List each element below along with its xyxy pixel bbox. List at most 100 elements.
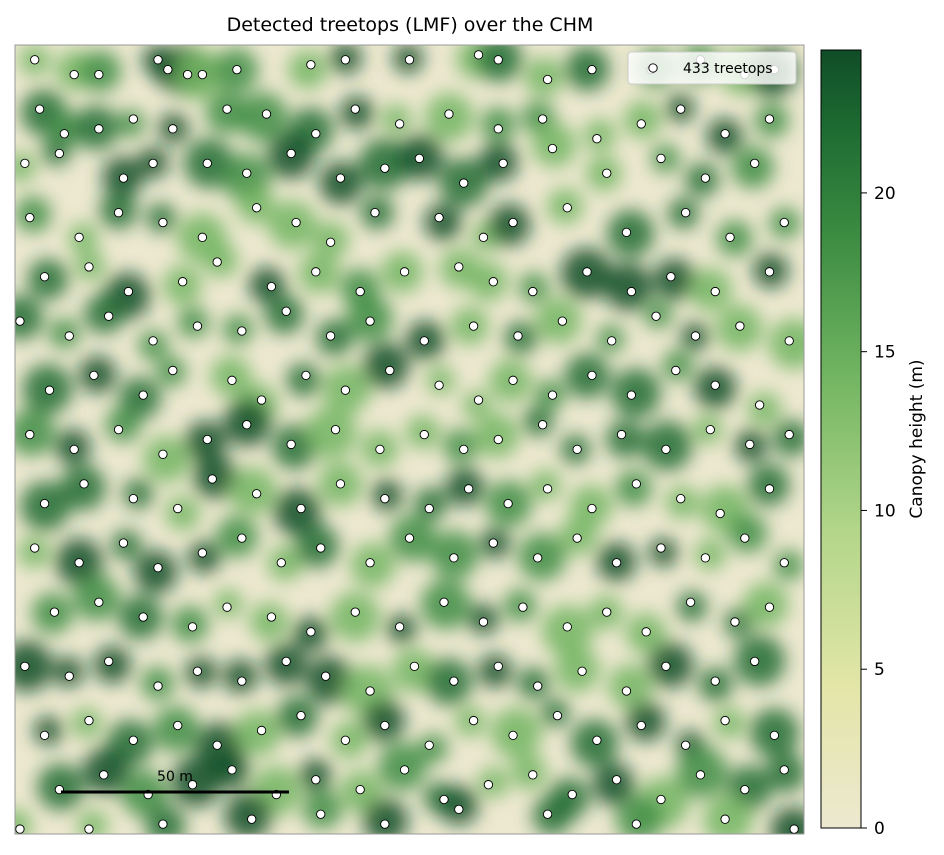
treetop-point [316,809,326,819]
canopy-crown [145,805,186,834]
treetop-point [503,498,513,509]
legend-marker-icon [648,63,658,73]
canopy-crown [479,142,519,182]
canopy-crown [15,408,56,457]
treetop-point [631,479,641,489]
treetop-point [587,503,597,514]
treetop-point [587,370,597,381]
canopy-crown [105,406,141,443]
canopy-crown [418,733,449,764]
treetop-point [764,114,775,124]
canopy-crown [299,758,332,791]
treetop-point [690,331,701,341]
treetop-point [478,232,489,242]
treetop-point [478,617,489,627]
colorbar-ticks: 0 5 10 15 20 [861,184,896,839]
treetop-point [626,390,637,400]
treetop-point [84,824,94,834]
canopy-crown [237,92,288,142]
treetop-point [547,390,558,400]
canopy-crown [606,420,644,458]
treetop-point [89,370,99,381]
canopy-crown [171,756,222,807]
treetop-point [355,784,365,795]
treetop-point [118,538,129,548]
treetop-point [434,212,444,223]
treetop-point [720,814,730,824]
treetop-point [251,203,262,213]
treetop-point [168,365,178,376]
canopy-crown [15,152,36,183]
treetop-point [572,533,582,543]
treetop-point [483,780,494,790]
treetop-point [35,104,45,114]
canopy-crown [73,574,120,621]
treetop-point [212,740,222,750]
treetop-point [459,178,469,188]
treetop-point [700,553,711,563]
treetop-point [365,558,375,568]
treetop-point [439,794,449,805]
treetop-point [59,129,69,139]
treetop-point [148,158,158,169]
treetop-point [681,208,691,218]
treetop-point [192,321,203,331]
treetop-point [39,272,50,282]
treetop-point [355,286,365,297]
treetop-point [394,119,405,129]
canopy-crown [478,654,512,688]
treetop-point [306,627,316,637]
treetop-point [611,775,622,785]
canopy-crown [713,707,745,739]
treetop-point [15,824,25,834]
treetop-point [365,316,375,326]
treetop-point [296,503,306,514]
treetop-point [251,489,262,499]
plot-frame [14,44,805,835]
treetop-point [39,498,50,509]
treetop-point [173,720,183,731]
treetop-point [720,715,730,726]
treetop-point [488,277,498,287]
treetop-point [468,715,479,726]
treetop-point [651,311,661,321]
treetop-point [473,395,484,405]
treetop-point [94,69,104,80]
treetop-point [64,331,74,341]
treetop-point [710,380,720,390]
treetop-point [316,543,326,553]
treetop-point [705,424,715,435]
treetop-point [616,429,627,440]
treetop-point [567,789,577,800]
treetop-point [528,286,538,297]
canopy-crown [77,810,109,834]
treetop-point [69,444,79,455]
treetop-point [676,104,686,114]
treetop-point [449,553,459,563]
treetop-point [69,69,79,80]
treetop-point [118,173,129,183]
canopy-crown [319,161,363,205]
treetop-point [399,765,410,775]
treetop-point [656,794,666,805]
treetop-point [227,375,237,385]
canopy-crown [273,488,321,536]
treetop-point [242,420,252,430]
treetop-point [676,494,686,504]
treetop-point [740,784,750,795]
canopy-crown [134,550,178,594]
treetop-point [380,163,390,173]
canopy-crown [223,659,258,694]
canopy-crown [228,467,277,515]
canopy-crown [615,470,652,507]
treetop-point [488,538,498,548]
treetop-point [779,217,789,228]
treetop-point [84,715,94,726]
treetop-point [163,65,173,75]
treetop-point [631,819,641,829]
canopy-crown [84,293,125,334]
treetop-point [764,267,775,277]
treetop-point [242,168,252,178]
treetop-point [340,55,351,65]
treetop-point [197,69,208,80]
